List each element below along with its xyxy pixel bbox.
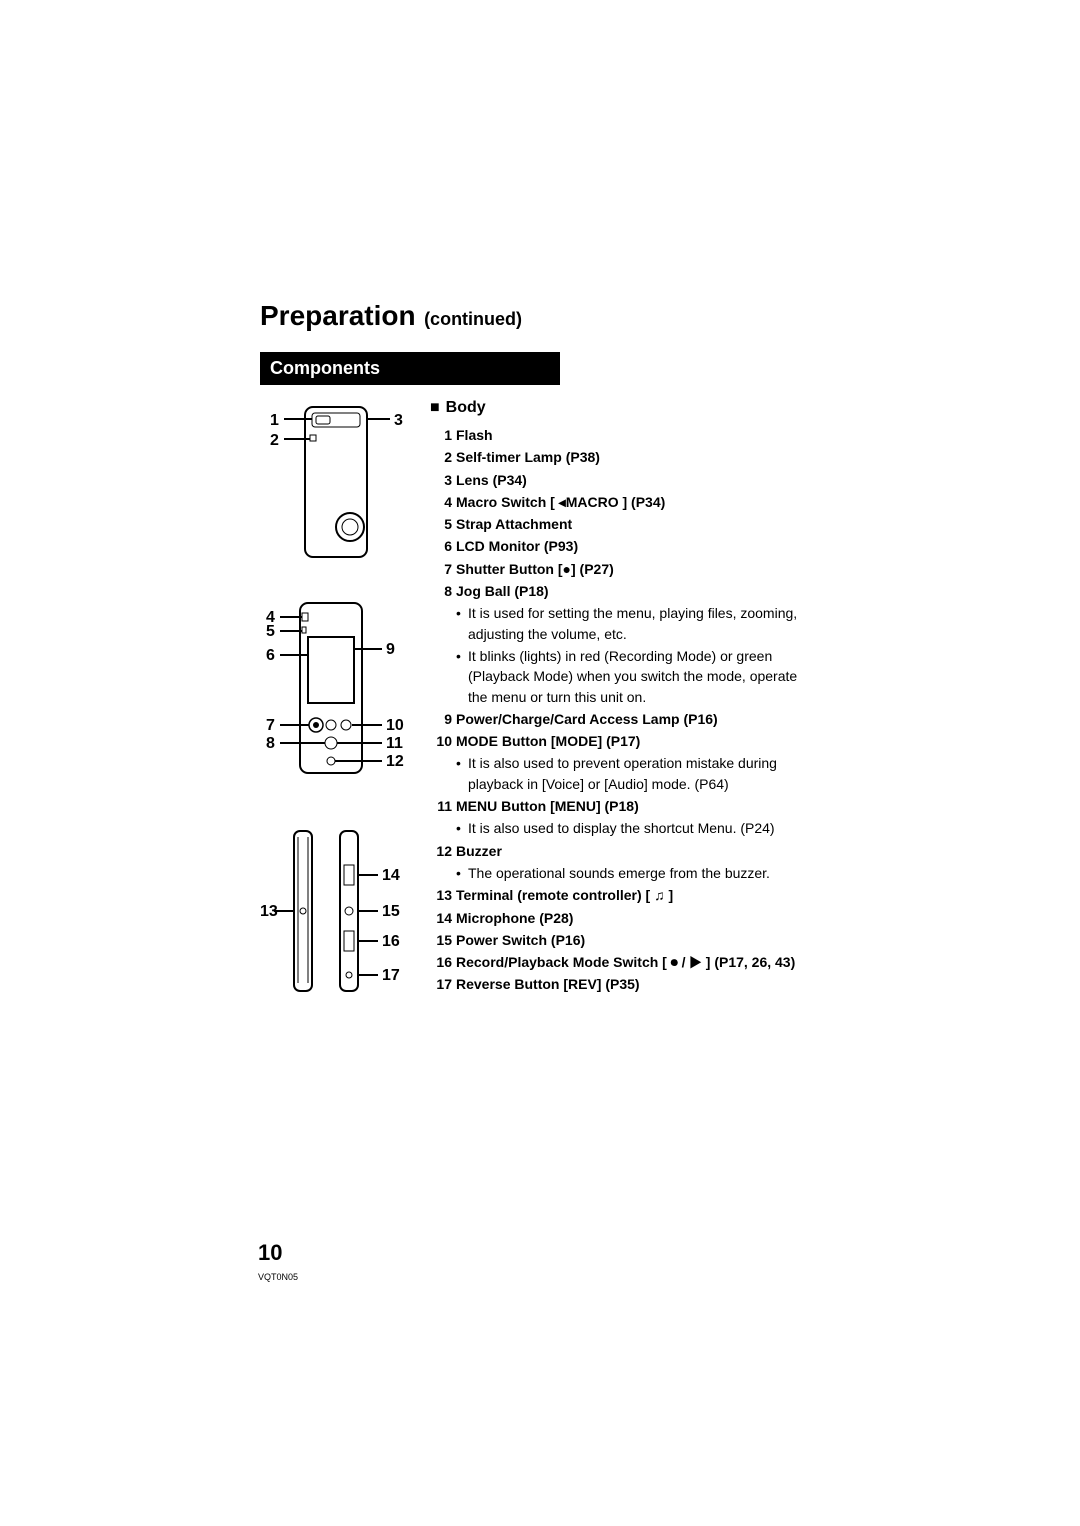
component-item: 1Flash — [430, 425, 820, 445]
callout-5: 5 — [266, 623, 275, 640]
component-label: Shutter Button [●] (P27) — [456, 561, 614, 577]
text-column: ■Body 1Flash2Self-timer Lamp (P38)3Lens … — [430, 399, 820, 1033]
component-number: 6 — [430, 536, 452, 556]
component-number: 8 — [430, 581, 452, 601]
component-item: 5Strap Attachment — [430, 514, 820, 534]
page-number: 10 — [258, 1240, 282, 1266]
callout-12: 12 — [386, 753, 404, 770]
component-number: 13 — [430, 885, 452, 905]
component-item: 4Macro Switch [ ◂MACRO ] (P34) — [430, 492, 820, 512]
callout-15: 15 — [382, 903, 400, 920]
callout-7: 7 — [266, 717, 275, 734]
diagram-column: 1 2 3 4 5 — [260, 399, 410, 1033]
component-label: Macro Switch [ ◂MACRO ] (P34) — [456, 494, 665, 510]
component-number: 16 — [430, 952, 452, 972]
callout-16: 16 — [382, 933, 400, 950]
component-label: Lens (P34) — [456, 472, 527, 488]
component-item: 2Self-timer Lamp (P38) — [430, 447, 820, 467]
page-title-line: Preparation (continued) — [260, 300, 820, 332]
component-label: Microphone (P28) — [456, 910, 573, 926]
title-sub: (continued) — [424, 309, 522, 329]
component-number: 4 — [430, 492, 452, 512]
component-label: Terminal (remote controller) [ ♫ ] — [456, 887, 673, 903]
component-number: 3 — [430, 470, 452, 490]
component-number: 12 — [430, 841, 452, 861]
callout-11: 11 — [386, 735, 403, 752]
title-main: Preparation — [260, 300, 416, 331]
component-number: 9 — [430, 709, 452, 729]
component-number: 5 — [430, 514, 452, 534]
callout-13: 13 — [260, 903, 278, 920]
diagram-front: 1 2 3 — [260, 399, 410, 569]
component-label: Buzzer — [456, 843, 502, 859]
component-item: 7Shutter Button [●] (P27) — [430, 559, 820, 579]
callout-1: 1 — [270, 412, 279, 429]
component-item: 11MENU Button [MENU] (P18) It is also use… — [430, 796, 820, 839]
component-label: Self-timer Lamp (P38) — [456, 449, 600, 465]
callout-14: 14 — [382, 867, 400, 884]
bullet-item: It is also used to prevent operation mis… — [456, 753, 820, 794]
component-number: 14 — [430, 908, 452, 928]
component-label: MODE Button [MODE] (P17) — [456, 733, 640, 749]
component-label: Flash — [456, 427, 493, 443]
component-item: 14Microphone (P28) — [430, 908, 820, 928]
component-bullets: It is also used to display the shortcut … — [456, 818, 820, 838]
component-bullets: The operational sounds emerge from the b… — [456, 863, 820, 883]
component-number: 7 — [430, 559, 452, 579]
diagram-side: 13 14 15 16 17 — [260, 825, 410, 1005]
component-label: Jog Ball (P18) — [456, 583, 549, 599]
component-item: 3Lens (P34) — [430, 470, 820, 490]
component-label: Power Switch (P16) — [456, 932, 585, 948]
component-item: 9Power/Charge/Card Access Lamp (P16) — [430, 709, 820, 729]
bullet-item: It blinks (lights) in red (Recording Mod… — [456, 646, 820, 707]
component-label: Strap Attachment — [456, 516, 572, 532]
component-bullets: It is used for setting the menu, playing… — [456, 603, 820, 706]
callout-17: 17 — [382, 967, 400, 984]
component-item: 13Terminal (remote controller) [ ♫ ] — [430, 885, 820, 905]
diagram-back: 4 5 6 7 8 9 10 11 12 — [260, 597, 410, 797]
component-number: 17 — [430, 974, 452, 994]
doc-code: VQT0N05 — [258, 1272, 298, 1282]
component-label: Record/Playback Mode Switch [ ⏺ / ▶ ] (P… — [456, 954, 795, 970]
component-item: 16Record/Playback Mode Switch [ ⏺ / ▶ ] … — [430, 952, 820, 972]
component-item: 15Power Switch (P16) — [430, 930, 820, 950]
square-icon: ■ — [430, 399, 440, 416]
callout-3: 3 — [394, 412, 403, 429]
component-number: 11 — [430, 796, 452, 816]
component-item: 12Buzzer The operational sounds emerge fr… — [430, 841, 820, 884]
body-heading: ■Body — [430, 399, 820, 417]
callout-8: 8 — [266, 735, 275, 752]
component-label: LCD Monitor (P93) — [456, 538, 578, 554]
callout-10: 10 — [386, 717, 404, 734]
component-label: Reverse Button [REV] (P35) — [456, 976, 640, 992]
component-number: 2 — [430, 447, 452, 467]
callout-2: 2 — [270, 432, 279, 449]
callout-9: 9 — [386, 641, 395, 658]
component-item: 6LCD Monitor (P93) — [430, 536, 820, 556]
component-item: 17Reverse Button [REV] (P35) — [430, 974, 820, 994]
component-label: Power/Charge/Card Access Lamp (P16) — [456, 711, 718, 727]
component-number: 10 — [430, 731, 452, 751]
component-item: 8Jog Ball (P18) It is used for setting th… — [430, 581, 820, 707]
component-number: 15 — [430, 930, 452, 950]
components-list: 1Flash2Self-timer Lamp (P38)3Lens (P34)4… — [430, 425, 820, 995]
section-bar: Components — [260, 352, 560, 385]
component-number: 1 — [430, 425, 452, 445]
bullet-item: It is used for setting the menu, playing… — [456, 603, 820, 644]
content-row: 1 2 3 4 5 — [260, 399, 820, 1033]
bullet-item: It is also used to display the shortcut … — [456, 818, 820, 838]
bullet-item: The operational sounds emerge from the b… — [456, 863, 820, 883]
component-label: MENU Button [MENU] (P18) — [456, 798, 639, 814]
callout-6: 6 — [266, 647, 275, 664]
component-bullets: It is also used to prevent operation mis… — [456, 753, 820, 794]
component-item: 10MODE Button [MODE] (P17) It is also use… — [430, 731, 820, 794]
